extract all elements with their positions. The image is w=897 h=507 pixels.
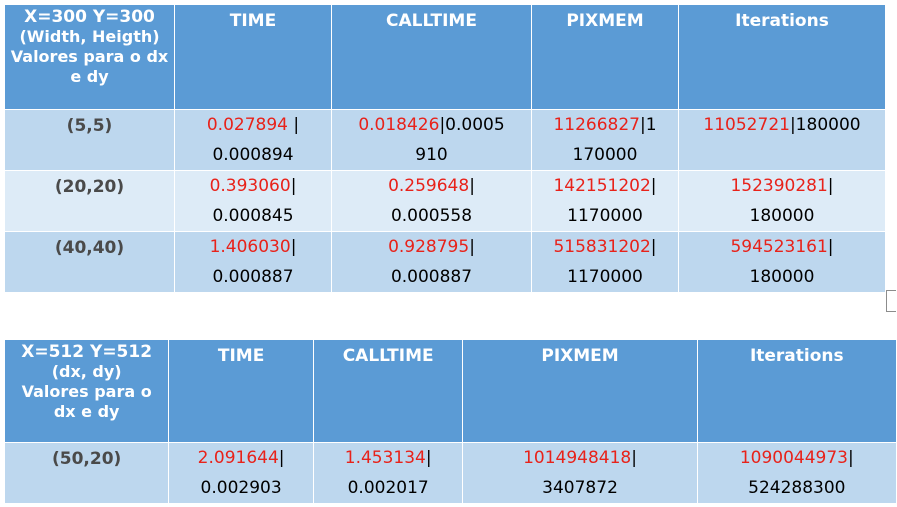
- table1-corner-header: X=300 Y=300 (Width, Heigth) Valores para…: [5, 5, 175, 110]
- separator: |1: [639, 115, 657, 135]
- time-extra: 0.000845: [212, 206, 294, 226]
- time-cell: 0.393060| 0.000845: [175, 171, 332, 232]
- time-cell: 1.406030| 0.000887: [175, 232, 332, 293]
- table2-corner-header: X=512 Y=512 (dx, dy) Valores para o dx e…: [5, 340, 170, 443]
- time-extra: 0.000894: [212, 145, 294, 165]
- pixmem-cell: 11266827|1 170000: [532, 110, 679, 171]
- row-label: (5,5): [5, 110, 175, 171]
- row-label: (50,20): [5, 443, 170, 504]
- pixmem-cell: 515831202| 1170000: [532, 232, 679, 293]
- separator: |: [287, 115, 300, 135]
- separator: |: [290, 176, 297, 196]
- table-row: (20,20) 0.393060| 0.000845 0.259648| 0.000…: [5, 171, 886, 232]
- separator: |: [469, 176, 475, 196]
- table2-header-calltime: CALLTIME: [313, 340, 464, 443]
- pixmem-value: 11266827: [553, 115, 640, 135]
- calltime-cell: 1.453134| 0.002017: [313, 443, 464, 504]
- iterations-extra: 180000: [749, 206, 815, 226]
- table2-corner-line2: (dx, dy): [51, 362, 122, 381]
- pixmem-cell: 1014948418| 3407872: [463, 443, 698, 504]
- iterations-extra: 524288300: [748, 478, 846, 498]
- iterations-value: 11052721: [703, 115, 790, 135]
- time-extra: 0.002903: [200, 478, 282, 498]
- calltime-extra: 910: [415, 145, 448, 165]
- results-table-512: X=512 Y=512 (dx, dy) Valores para o dx e…: [5, 340, 897, 504]
- table-resize-handle[interactable]: [886, 290, 896, 312]
- table1-corner-line3: Valores para o dx: [10, 47, 169, 66]
- time-value: 0.393060: [209, 176, 291, 196]
- table2-header-pixmem: PIXMEM: [463, 340, 698, 443]
- table1-corner-line4: e dy: [70, 67, 109, 86]
- iterations-cell: 1090044973| 524288300: [697, 443, 897, 504]
- table2-corner-line1: X=512 Y=512: [21, 342, 153, 362]
- table1-corner-line2: (Width, Heigth): [19, 27, 160, 46]
- calltime-extra: 0.000887: [390, 267, 473, 287]
- separator: |: [827, 237, 834, 257]
- time-cell: 0.027894 | 0.000894: [175, 110, 332, 171]
- iterations-cell: 11052721|180000: [679, 110, 886, 171]
- separator: |: [650, 237, 657, 257]
- table2-corner-line3: Valores para o: [21, 382, 152, 401]
- table2-header-iterations: Iterations: [697, 340, 897, 443]
- calltime-cell: 0.259648| 0.000558: [332, 171, 532, 232]
- pixmem-extra: 3407872: [542, 478, 618, 498]
- separator: |: [290, 237, 297, 257]
- pixmem-value: 515831202: [553, 237, 651, 257]
- separator: |180000: [789, 115, 861, 135]
- separator: |: [650, 176, 657, 196]
- time-value: 0.027894: [206, 115, 288, 135]
- pixmem-value: 142151202: [553, 176, 651, 196]
- pixmem-extra: 1170000: [567, 206, 643, 226]
- calltime-value: 0.018426: [358, 115, 440, 135]
- calltime-value: 0.928795: [388, 237, 470, 257]
- table1-header-time: TIME: [175, 5, 332, 110]
- table1-header-iterations: Iterations: [679, 5, 886, 110]
- separator: |: [425, 448, 432, 468]
- calltime-value: 0.259648: [388, 176, 470, 196]
- table-row: (50,20) 2.091644| 0.002903 1.453134| 0.002…: [5, 443, 897, 504]
- time-value: 2.091644: [197, 448, 279, 468]
- calltime-extra: 0.002017: [347, 478, 429, 498]
- iterations-value: 152390281: [730, 176, 828, 196]
- calltime-cell: 0.018426|0.0005 910: [332, 110, 532, 171]
- time-cell: 2.091644| 0.002903: [169, 443, 314, 504]
- calltime-value: 1.453134: [344, 448, 426, 468]
- pixmem-extra: 1170000: [567, 267, 643, 287]
- results-table-300: X=300 Y=300 (Width, Heigth) Valores para…: [5, 5, 886, 293]
- iterations-extra: 180000: [749, 267, 815, 287]
- separator: |: [848, 448, 854, 468]
- table-row: (5,5) 0.027894 | 0.000894 0.018426|0.0005…: [5, 110, 886, 171]
- separator: |: [278, 448, 285, 468]
- time-value: 1.406030: [209, 237, 291, 257]
- row-label: (20,20): [5, 171, 175, 232]
- iterations-cell: 594523161| 180000: [679, 232, 886, 293]
- table1-header-calltime: CALLTIME: [332, 5, 532, 110]
- separator: |: [631, 448, 637, 468]
- separator: |: [827, 176, 834, 196]
- row-label: (40,40): [5, 232, 175, 293]
- iterations-value: 1090044973: [739, 448, 849, 468]
- iterations-value: 594523161: [730, 237, 828, 257]
- table2-corner-line4: dx e dy: [53, 402, 120, 421]
- calltime-cell: 0.928795| 0.000887: [332, 232, 532, 293]
- time-extra: 0.000887: [212, 267, 294, 287]
- pixmem-value: 1014948418: [523, 448, 632, 468]
- pixmem-cell: 142151202| 1170000: [532, 171, 679, 232]
- separator: |: [469, 237, 475, 257]
- table1-corner-line1: X=300 Y=300: [24, 7, 155, 27]
- calltime-extra: 0.000558: [390, 206, 473, 226]
- table-row: (40,40) 1.406030| 0.000887 0.928795| 0.000…: [5, 232, 886, 293]
- iterations-cell: 152390281| 180000: [679, 171, 886, 232]
- separator: |0.0005: [439, 115, 505, 135]
- table2-header-time: TIME: [169, 340, 314, 443]
- pixmem-extra: 170000: [572, 145, 638, 165]
- table1-header-pixmem: PIXMEM: [532, 5, 679, 110]
